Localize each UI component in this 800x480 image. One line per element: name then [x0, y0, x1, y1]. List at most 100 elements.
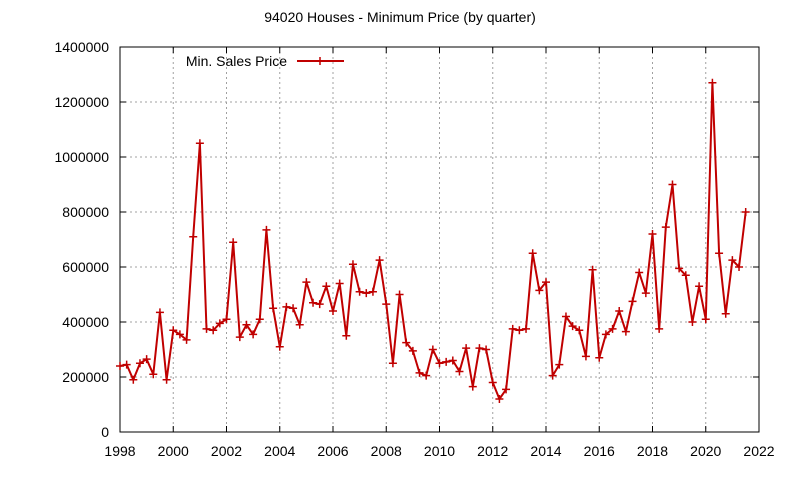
y-tick-label: 400000 — [62, 314, 109, 330]
data-point-marker — [362, 289, 371, 298]
data-point-marker — [528, 249, 537, 258]
data-point-marker — [182, 335, 191, 344]
data-point-marker — [155, 308, 164, 317]
data-point-marker — [555, 360, 564, 369]
legend-marker-plus — [316, 57, 324, 65]
data-point-marker — [135, 359, 144, 368]
data-point-marker — [708, 78, 717, 87]
x-tick-label: 2006 — [317, 443, 348, 459]
data-point-marker — [482, 345, 491, 354]
data-point-marker — [202, 324, 211, 333]
data-point-marker — [615, 307, 624, 315]
data-point-marker — [375, 256, 384, 265]
data-point-marker — [395, 290, 404, 299]
data-point-marker — [275, 342, 284, 351]
data-point-marker — [668, 180, 677, 189]
x-tick-label: 2000 — [158, 443, 189, 459]
data-point-marker — [269, 304, 278, 313]
data-point-marker — [728, 256, 737, 265]
x-tick-label: 2018 — [637, 443, 668, 459]
data-point-marker — [681, 271, 690, 280]
data-point-marker — [335, 279, 344, 288]
y-tick-label: 600000 — [62, 259, 109, 275]
data-point-marker — [535, 286, 544, 295]
data-point-marker — [515, 326, 524, 335]
y-axis-tick-labels: 0 200000 400000 600000 800000 1000000 1200000 1… — [54, 39, 109, 440]
data-point-marker — [701, 315, 710, 324]
data-point-marker — [149, 370, 158, 379]
data-point-marker — [608, 324, 617, 333]
y-tick-label: 800000 — [62, 204, 109, 220]
y-tick-label: 1000000 — [54, 149, 109, 165]
data-point-marker — [641, 289, 650, 298]
y-tick-label: 1400000 — [54, 39, 109, 55]
x-tick-label: 2020 — [690, 443, 721, 459]
data-point-marker — [428, 345, 437, 354]
data-point-marker — [222, 315, 231, 324]
data-point-marker — [655, 324, 664, 333]
data-point-marker — [175, 330, 184, 339]
data-point-marker — [215, 319, 224, 328]
data-point-marker — [455, 367, 464, 376]
data-point-marker — [475, 344, 484, 353]
data-point-marker — [402, 338, 411, 347]
data-point-marker — [122, 360, 131, 369]
data-point-marker — [388, 359, 397, 368]
data-point-marker — [462, 344, 471, 353]
data-point-marker — [468, 382, 477, 391]
data-point-marker — [302, 278, 311, 287]
data-point-marker — [601, 330, 610, 339]
data-point-marker — [522, 324, 531, 333]
y-tick-label: 1200000 — [54, 94, 109, 110]
grid-lines — [120, 47, 759, 432]
axis-ticks — [119, 46, 760, 433]
data-point-marker — [575, 326, 584, 335]
data-point-marker — [329, 307, 337, 315]
data-point-marker — [502, 385, 511, 394]
data-point-marker — [621, 327, 630, 336]
data-point-marker — [508, 324, 517, 333]
data-point-marker — [289, 304, 298, 313]
data-point-marker — [648, 230, 657, 238]
data-point-marker — [209, 326, 218, 335]
data-point-marker — [169, 326, 178, 335]
data-point-marker — [561, 312, 570, 321]
data-point-marker — [408, 346, 417, 355]
data-point-marker — [628, 297, 637, 306]
data-point-marker — [322, 282, 331, 291]
data-point-marker — [715, 249, 724, 258]
data-point-marker — [315, 300, 324, 309]
plot-frame — [119, 46, 760, 433]
data-point-marker — [721, 309, 730, 318]
data-point-marker — [162, 375, 171, 384]
data-point-marker — [382, 300, 391, 309]
data-point-marker — [242, 320, 251, 329]
data-point-marker — [262, 225, 271, 234]
data-point-marker — [495, 395, 504, 403]
x-tick-label: 2004 — [264, 443, 295, 459]
x-tick-label: 2010 — [424, 443, 455, 459]
data-point-marker — [735, 263, 744, 271]
data-point-marker — [661, 223, 670, 232]
series-group — [116, 78, 750, 403]
data-point-marker — [235, 333, 244, 342]
data-point-marker — [415, 368, 424, 377]
chart-title: 94020 Houses - Minimum Price (by quarter… — [264, 9, 536, 25]
data-point-marker — [741, 208, 750, 216]
y-tick-label: 0 — [101, 424, 109, 440]
legend-marker — [316, 57, 324, 65]
legend-label: Min. Sales Price — [186, 53, 287, 69]
data-point-marker — [488, 378, 497, 387]
data-point-marker — [129, 375, 138, 384]
data-point-marker — [435, 359, 444, 368]
data-point-marker — [448, 356, 457, 365]
data-point-marker — [189, 232, 198, 241]
data-point-marker — [249, 330, 258, 339]
data-point-marker — [195, 139, 204, 148]
data-point-marker — [542, 278, 550, 287]
data-point-marker — [295, 320, 304, 329]
data-point-marker — [229, 238, 238, 247]
y-tick-label: 200000 — [62, 369, 109, 385]
x-tick-label: 2008 — [371, 443, 402, 459]
data-point-marker — [368, 287, 377, 296]
